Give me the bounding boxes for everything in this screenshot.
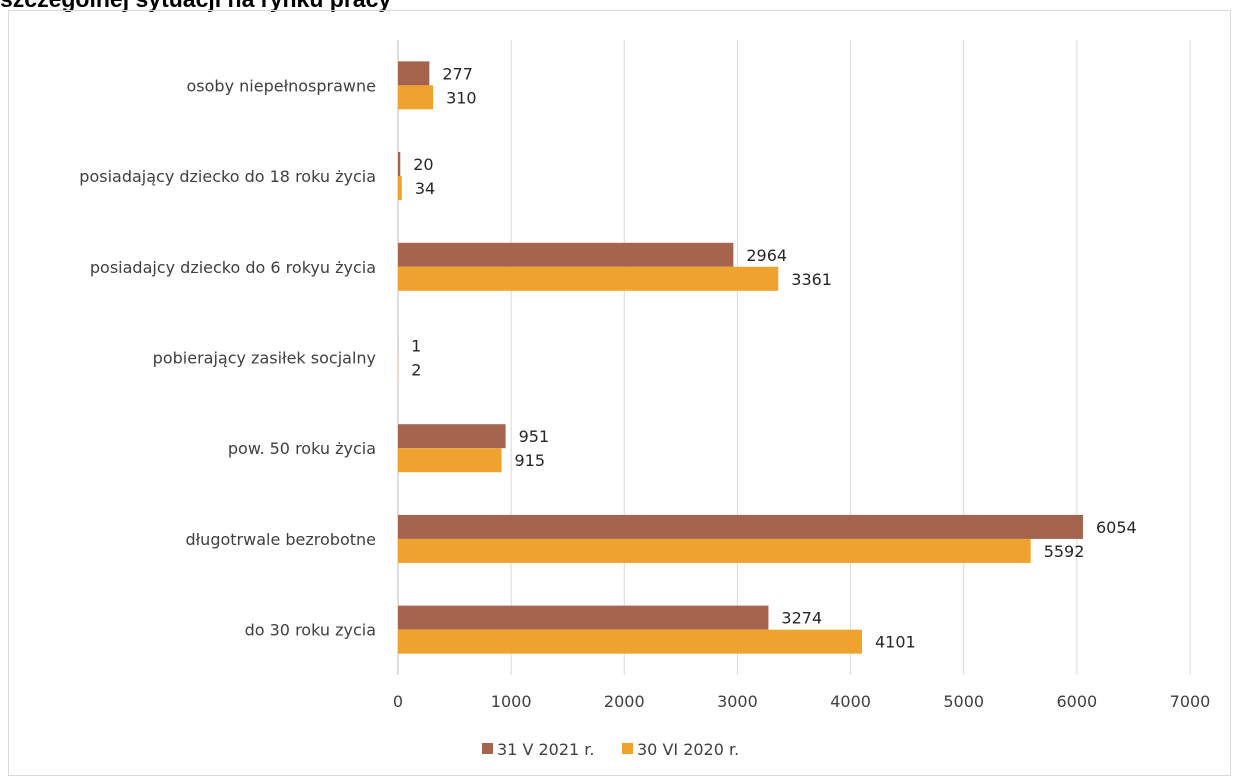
- data-label: 2964: [746, 246, 787, 265]
- bar: [398, 514, 1083, 539]
- x-tick-label: 5000: [943, 692, 984, 711]
- data-label: 310: [446, 88, 477, 107]
- legend: 31 V 2021 r. 30 VI 2020 r.: [482, 740, 739, 759]
- data-label: 6054: [1096, 518, 1137, 537]
- category-label: długotrwale bezrobotne: [185, 530, 376, 549]
- x-tick-label: 7000: [1170, 692, 1211, 711]
- x-tick-label: 2000: [604, 692, 645, 711]
- bar: [398, 61, 430, 86]
- x-tick-label: 1000: [491, 692, 532, 711]
- data-label: 1: [411, 337, 421, 356]
- bars: [398, 61, 1083, 654]
- data-label: 3361: [791, 270, 832, 289]
- x-tick-label: 0: [393, 692, 403, 711]
- page-title: szczególnej sytuacji na rynku pracy: [0, 0, 391, 13]
- chart-frame: [8, 10, 1231, 776]
- bar: [398, 605, 769, 630]
- category-label: pow. 50 roku życia: [228, 439, 376, 458]
- bar: [398, 538, 1031, 563]
- legend-swatch: [622, 743, 633, 754]
- x-tick-label: 3000: [717, 692, 758, 711]
- category-label: posiadajcy dziecko do 6 rokyu życia: [90, 258, 376, 277]
- data-label: 2: [411, 361, 421, 380]
- category-label: osoby niepełnosprawne: [187, 76, 376, 95]
- data-label: 951: [519, 427, 550, 446]
- gridlines: [397, 40, 1191, 675]
- bar: [398, 266, 779, 291]
- bar: [398, 152, 401, 177]
- legend-label: 30 VI 2020 r.: [637, 740, 739, 759]
- bar: [398, 424, 506, 449]
- category-label: do 30 roku zycia: [245, 621, 376, 640]
- legend-swatch: [482, 743, 493, 754]
- x-tick-label: 6000: [1056, 692, 1097, 711]
- data-label: 3274: [781, 609, 822, 628]
- data-label: 34: [415, 179, 435, 198]
- category-label: pobierający zasiłek socjalny: [153, 349, 376, 368]
- data-label: 277: [442, 64, 473, 83]
- x-tick-label: 4000: [830, 692, 871, 711]
- bar: [398, 242, 734, 267]
- data-label: 5592: [1044, 542, 1085, 561]
- data-label: 20: [413, 155, 433, 174]
- bar: [398, 448, 502, 473]
- bar: [398, 85, 434, 110]
- legend-label: 31 V 2021 r.: [497, 740, 594, 759]
- x-tick-labels: 0 1000 2000 3000 4000 5000 6000 7000: [393, 692, 1210, 711]
- category-labels: osoby niepełnosprawne posiadający dziecko…: [79, 76, 376, 639]
- bar: [398, 176, 402, 201]
- data-label: 915: [515, 451, 546, 470]
- data-label: 4101: [875, 633, 916, 652]
- bar: [398, 629, 862, 654]
- category-label: posiadający dziecko do 18 roku życia: [79, 167, 376, 186]
